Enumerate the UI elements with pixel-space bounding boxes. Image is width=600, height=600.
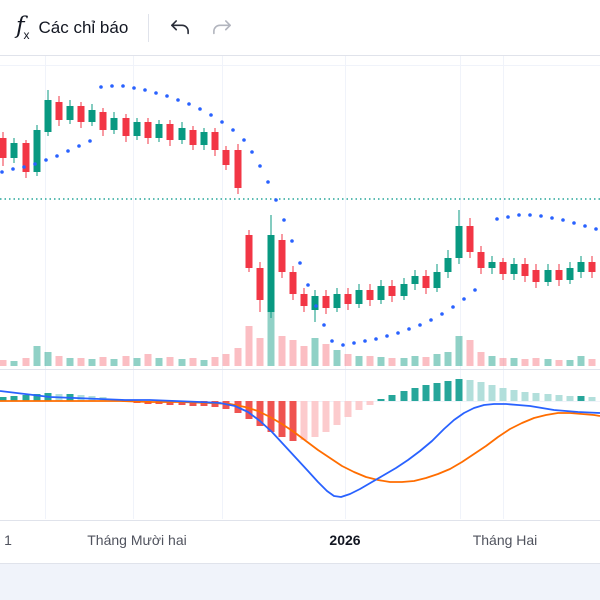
- undo-button[interactable]: [159, 8, 201, 48]
- indicators-fx-icon: fx: [16, 12, 30, 42]
- bottom-bar: [0, 563, 600, 600]
- time-axis-label: 1: [4, 532, 12, 548]
- chart-area: [0, 56, 600, 520]
- undo-icon: [171, 19, 190, 34]
- time-axis-label: Tháng Mười hai: [87, 532, 187, 548]
- time-axis-label: Tháng Hai: [472, 532, 538, 548]
- indicators-button[interactable]: fx Các chỉ báo: [6, 8, 138, 48]
- time-axis[interactable]: 1 Tháng Mười hai 2026 Tháng Hai: [0, 520, 600, 563]
- top-toolbar: fx Các chỉ báo: [0, 0, 600, 56]
- chart-canvas[interactable]: [0, 56, 600, 520]
- redo-button[interactable]: [201, 8, 243, 48]
- indicators-label: Các chỉ báo: [38, 17, 129, 37]
- redo-icon: [213, 19, 232, 34]
- time-axis-label: 2026: [329, 532, 361, 548]
- toolbar-divider: [148, 13, 150, 42]
